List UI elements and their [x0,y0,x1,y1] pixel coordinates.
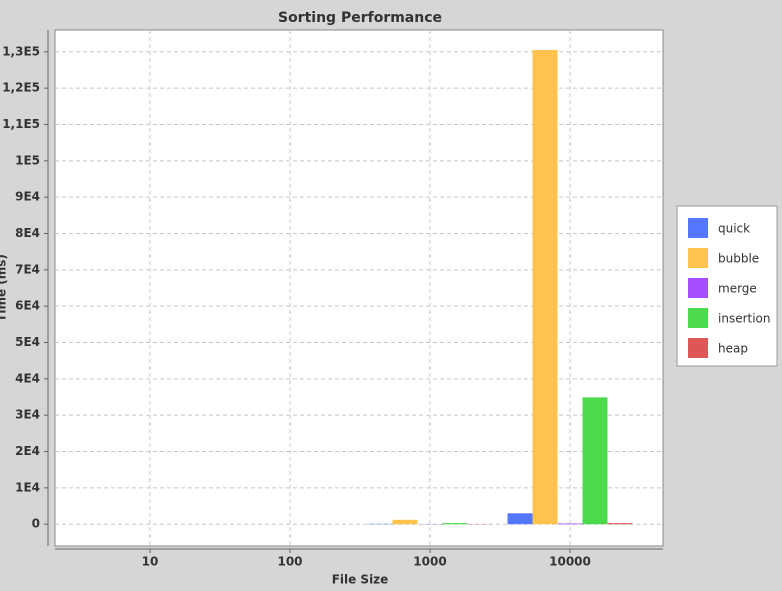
legend-label: heap [718,342,748,356]
y-tick-label: 9E4 [15,190,40,204]
bar [392,519,418,525]
bar [442,523,468,525]
bar [607,523,633,525]
legend-label: bubble [718,252,759,266]
y-tick-label: 4E4 [15,371,40,385]
y-axis-label: Time (ms) [0,254,9,322]
x-axis-label: File Size [332,573,389,587]
legend-swatch [688,248,708,268]
y-tick-label: 1E5 [15,153,40,167]
chart-title: Sorting Performance [278,10,442,26]
x-tick-label: 10000 [549,555,591,569]
legend-swatch [688,218,708,238]
legend-swatch [688,308,708,328]
y-tick-label: 0 [32,517,40,531]
y-tick-label: 1,2E5 [2,81,40,95]
y-tick-label: 1E4 [15,480,40,494]
legend-swatch [688,338,708,358]
x-tick-label: 10 [142,555,159,569]
legend-label: quick [718,222,750,236]
y-tick-label: 6E4 [15,299,40,313]
bar [532,49,558,525]
bar [557,523,583,525]
y-tick-label: 3E4 [15,408,40,422]
y-tick-label: 2E4 [15,444,40,458]
legend-swatch [688,278,708,298]
bar [582,397,608,525]
legend-label: merge [718,282,757,296]
bar [507,513,533,525]
y-tick-label: 1,1E5 [2,117,40,131]
y-tick-label: 8E4 [15,226,40,240]
x-tick-label: 1000 [413,555,446,569]
y-tick-label: 5E4 [15,335,40,349]
plot-area [54,29,664,547]
y-tick-label: 7E4 [15,262,40,276]
x-tick-label: 100 [277,555,302,569]
y-tick-label: 1,3E5 [2,44,40,58]
legend-label: insertion [718,312,771,326]
